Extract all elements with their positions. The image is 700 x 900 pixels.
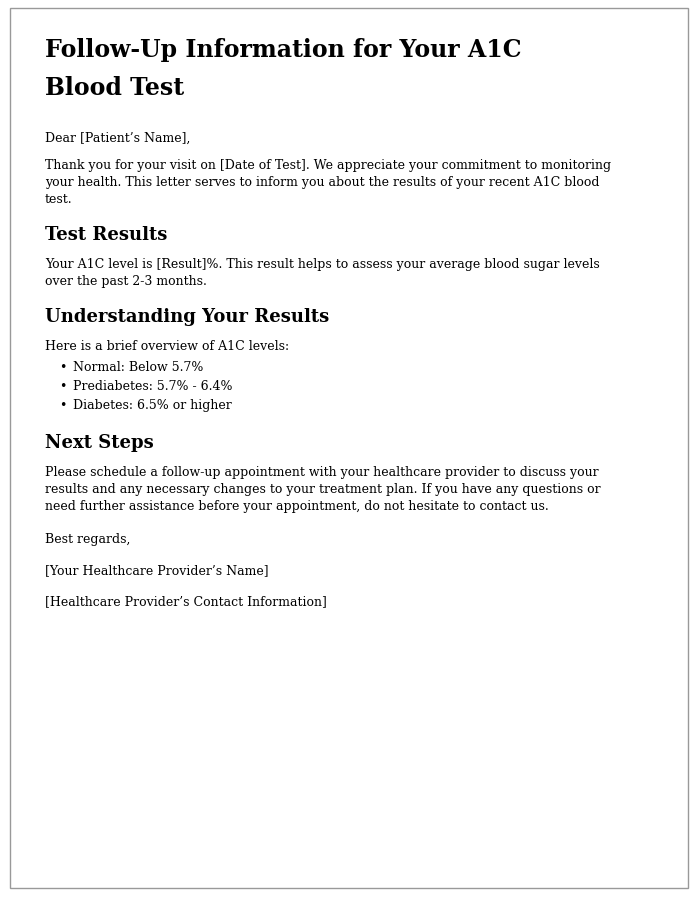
Text: Best regards,: Best regards, (45, 533, 130, 546)
Text: Diabetes: 6.5% or higher: Diabetes: 6.5% or higher (73, 399, 232, 412)
Text: Here is a brief overview of A1C levels:: Here is a brief overview of A1C levels: (45, 340, 289, 353)
Text: Your A1C level is [Result]%. This result helps to assess your average blood suga: Your A1C level is [Result]%. This result… (45, 258, 600, 271)
Text: [Your Healthcare Provider’s Name]: [Your Healthcare Provider’s Name] (45, 564, 269, 577)
Text: •: • (59, 399, 66, 412)
Text: Follow-Up Information for Your A1C: Follow-Up Information for Your A1C (45, 38, 522, 62)
Text: Please schedule a follow-up appointment with your healthcare provider to discuss: Please schedule a follow-up appointment … (45, 466, 598, 479)
Text: Prediabetes: 5.7% - 6.4%: Prediabetes: 5.7% - 6.4% (73, 380, 232, 393)
Text: Normal: Below 5.7%: Normal: Below 5.7% (73, 361, 204, 374)
Text: over the past 2-3 months.: over the past 2-3 months. (45, 275, 207, 288)
Text: results and any necessary changes to your treatment plan. If you have any questi: results and any necessary changes to you… (45, 483, 601, 496)
Text: Next Steps: Next Steps (45, 434, 154, 452)
Text: your health. This letter serves to inform you about the results of your recent A: your health. This letter serves to infor… (45, 176, 599, 189)
FancyBboxPatch shape (10, 8, 688, 888)
Text: Test Results: Test Results (45, 226, 167, 244)
Text: need further assistance before your appointment, do not hesitate to contact us.: need further assistance before your appo… (45, 500, 549, 513)
Text: Thank you for your visit on [Date of Test]. We appreciate your commitment to mon: Thank you for your visit on [Date of Tes… (45, 159, 611, 172)
Text: Understanding Your Results: Understanding Your Results (45, 308, 329, 326)
Text: •: • (59, 380, 66, 393)
Text: •: • (59, 361, 66, 374)
Text: Blood Test: Blood Test (45, 76, 184, 100)
Text: [Healthcare Provider’s Contact Information]: [Healthcare Provider’s Contact Informati… (45, 595, 327, 608)
Text: Dear [Patient’s Name],: Dear [Patient’s Name], (45, 132, 190, 145)
Text: test.: test. (45, 193, 73, 206)
